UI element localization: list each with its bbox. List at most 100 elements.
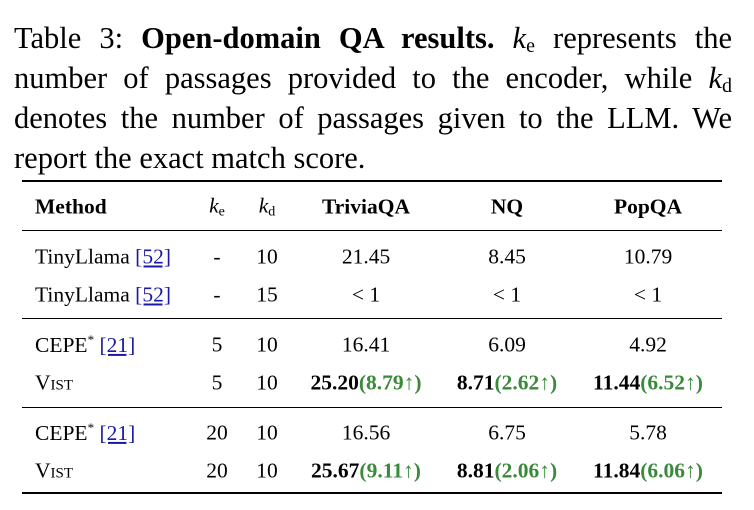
value-cell: 10 <box>256 245 278 270</box>
value: 10 <box>256 332 278 357</box>
value: 10 <box>256 370 278 395</box>
value-cell: < 1 <box>352 283 380 308</box>
caption-text: denotes the number of passages given to … <box>14 101 732 175</box>
value: 6.09 <box>488 332 526 357</box>
method-cell: Vist <box>35 459 73 484</box>
gain: (6.06↑) <box>640 458 703 483</box>
citation: [52] <box>135 244 171 269</box>
superscript: * <box>87 331 95 347</box>
value-cell: 21.45 <box>342 245 390 270</box>
caption-title: Open-domain QA results. <box>141 21 495 55</box>
value-cell: - <box>213 283 220 308</box>
value: 5 <box>211 370 223 395</box>
method-name: CEPE <box>35 421 88 446</box>
score: 11.84 <box>593 458 641 483</box>
value-cell: 25.20(8.79↑) <box>310 371 421 396</box>
top-rule <box>22 180 722 182</box>
value: 16.56 <box>341 420 391 445</box>
value: 16.41 <box>341 332 391 357</box>
value-cell: 20 <box>206 421 228 446</box>
value-cell: 6.09 <box>488 333 526 358</box>
score: 25.20 <box>310 370 359 395</box>
header: Method <box>35 195 107 220</box>
method-name: Vist <box>35 458 74 483</box>
subscript: d <box>722 75 732 97</box>
value-cell: < 1 <box>634 283 662 308</box>
value: 6.75 <box>488 420 526 445</box>
header: PopQA <box>614 195 682 220</box>
method-cell: TinyLlama [52] <box>35 245 171 270</box>
value-cell: 10 <box>256 459 278 484</box>
caption-label: Table 3: <box>14 21 124 55</box>
gain: (2.06↑) <box>494 458 558 483</box>
header: kd <box>259 194 276 221</box>
value: 5.78 <box>629 420 667 445</box>
citation: [21] <box>99 421 136 446</box>
value: 10.79 <box>623 244 673 269</box>
subscript: d <box>268 204 276 220</box>
citation: [21] <box>99 333 136 358</box>
value-cell: 8.45 <box>488 245 526 270</box>
value: < 1 <box>492 282 522 307</box>
value-cell: 5 <box>212 333 223 358</box>
gain: (6.52↑) <box>640 370 703 395</box>
mid-rule <box>22 407 722 408</box>
caption-text: represents the number of passages provid… <box>14 21 733 95</box>
value-cell: 4.92 <box>629 333 667 358</box>
value: 20 <box>206 458 228 483</box>
value-cell: 10 <box>256 333 278 358</box>
header-cell: Method <box>35 194 107 219</box>
gain: (8.79↑) <box>358 370 422 395</box>
value-cell: 16.56 <box>342 421 390 446</box>
method-cell: TinyLlama [52] <box>35 283 171 308</box>
symbol: k <box>209 193 219 218</box>
method-cell: Vist <box>35 371 73 396</box>
bottom-rule <box>22 492 722 494</box>
value: 20 <box>206 420 228 445</box>
value: < 1 <box>351 282 381 307</box>
method-name: TinyLlama <box>35 282 130 307</box>
value: 10 <box>256 458 278 483</box>
value-cell: 11.84(6.06↑) <box>593 459 703 484</box>
value: 10 <box>256 420 278 445</box>
value-cell: 10 <box>256 421 278 446</box>
subscript: e <box>526 35 535 57</box>
score: 25.67 <box>311 458 360 483</box>
value-cell: 5.78 <box>629 421 667 446</box>
value: < 1 <box>633 282 663 307</box>
score: 8.81 <box>456 458 495 483</box>
header: TriviaQA <box>322 195 410 220</box>
mid-rule <box>22 230 722 231</box>
method-name: Vist <box>35 370 74 395</box>
value: 4.92 <box>629 332 667 357</box>
value-cell: 6.75 <box>488 421 526 446</box>
method-cell: CEPE* [21] <box>35 332 135 358</box>
value-cell: 20 <box>206 459 228 484</box>
value-cell: - <box>213 245 220 270</box>
value-cell: 8.71(2.62↑) <box>457 371 557 396</box>
value: 8.45 <box>488 244 526 269</box>
value-cell: 16.41 <box>342 333 390 358</box>
value-cell: 10 <box>256 371 278 396</box>
method-cell: CEPE* [21] <box>35 420 135 446</box>
score: 8.71 <box>456 370 495 395</box>
method-name: TinyLlama <box>35 244 130 269</box>
value: 15 <box>256 282 278 307</box>
value-cell: 8.81(2.06↑) <box>457 459 557 484</box>
score: 11.44 <box>593 370 641 395</box>
value: 10 <box>256 244 278 269</box>
header: ke <box>209 194 225 221</box>
value: - <box>213 282 221 307</box>
header: NQ <box>491 195 523 220</box>
gain: (9.11↑) <box>359 458 421 483</box>
symbol: k <box>708 61 722 95</box>
superscript: * <box>87 419 95 435</box>
value-cell: 5 <box>212 371 223 396</box>
symbol: k <box>512 21 527 55</box>
value-cell: 15 <box>256 283 278 308</box>
value-cell: 25.67(9.11↑) <box>311 459 421 484</box>
caption: Table 3: Open-domain QA results. ke repr… <box>14 18 732 178</box>
value: 21.45 <box>341 244 391 269</box>
